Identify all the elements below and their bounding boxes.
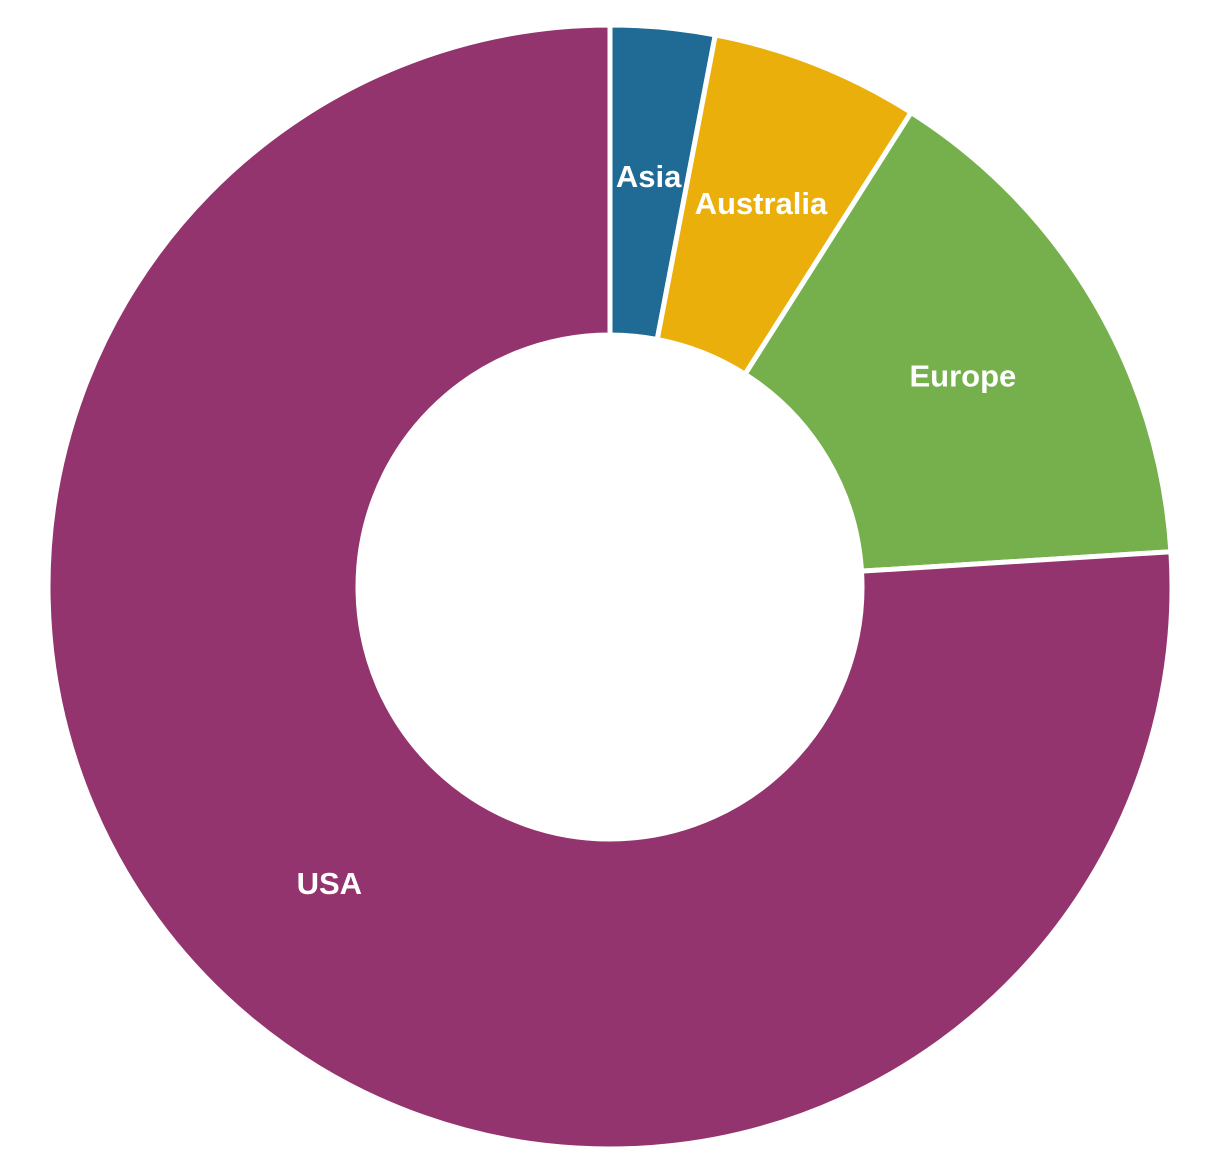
donut-slice <box>45 22 1175 1152</box>
slice-label: USA <box>297 866 362 901</box>
slice-label: Australia <box>695 186 828 221</box>
donut-slice <box>742 109 1174 574</box>
slice-label: Asia <box>616 159 682 194</box>
slice-label: Europe <box>910 358 1017 393</box>
